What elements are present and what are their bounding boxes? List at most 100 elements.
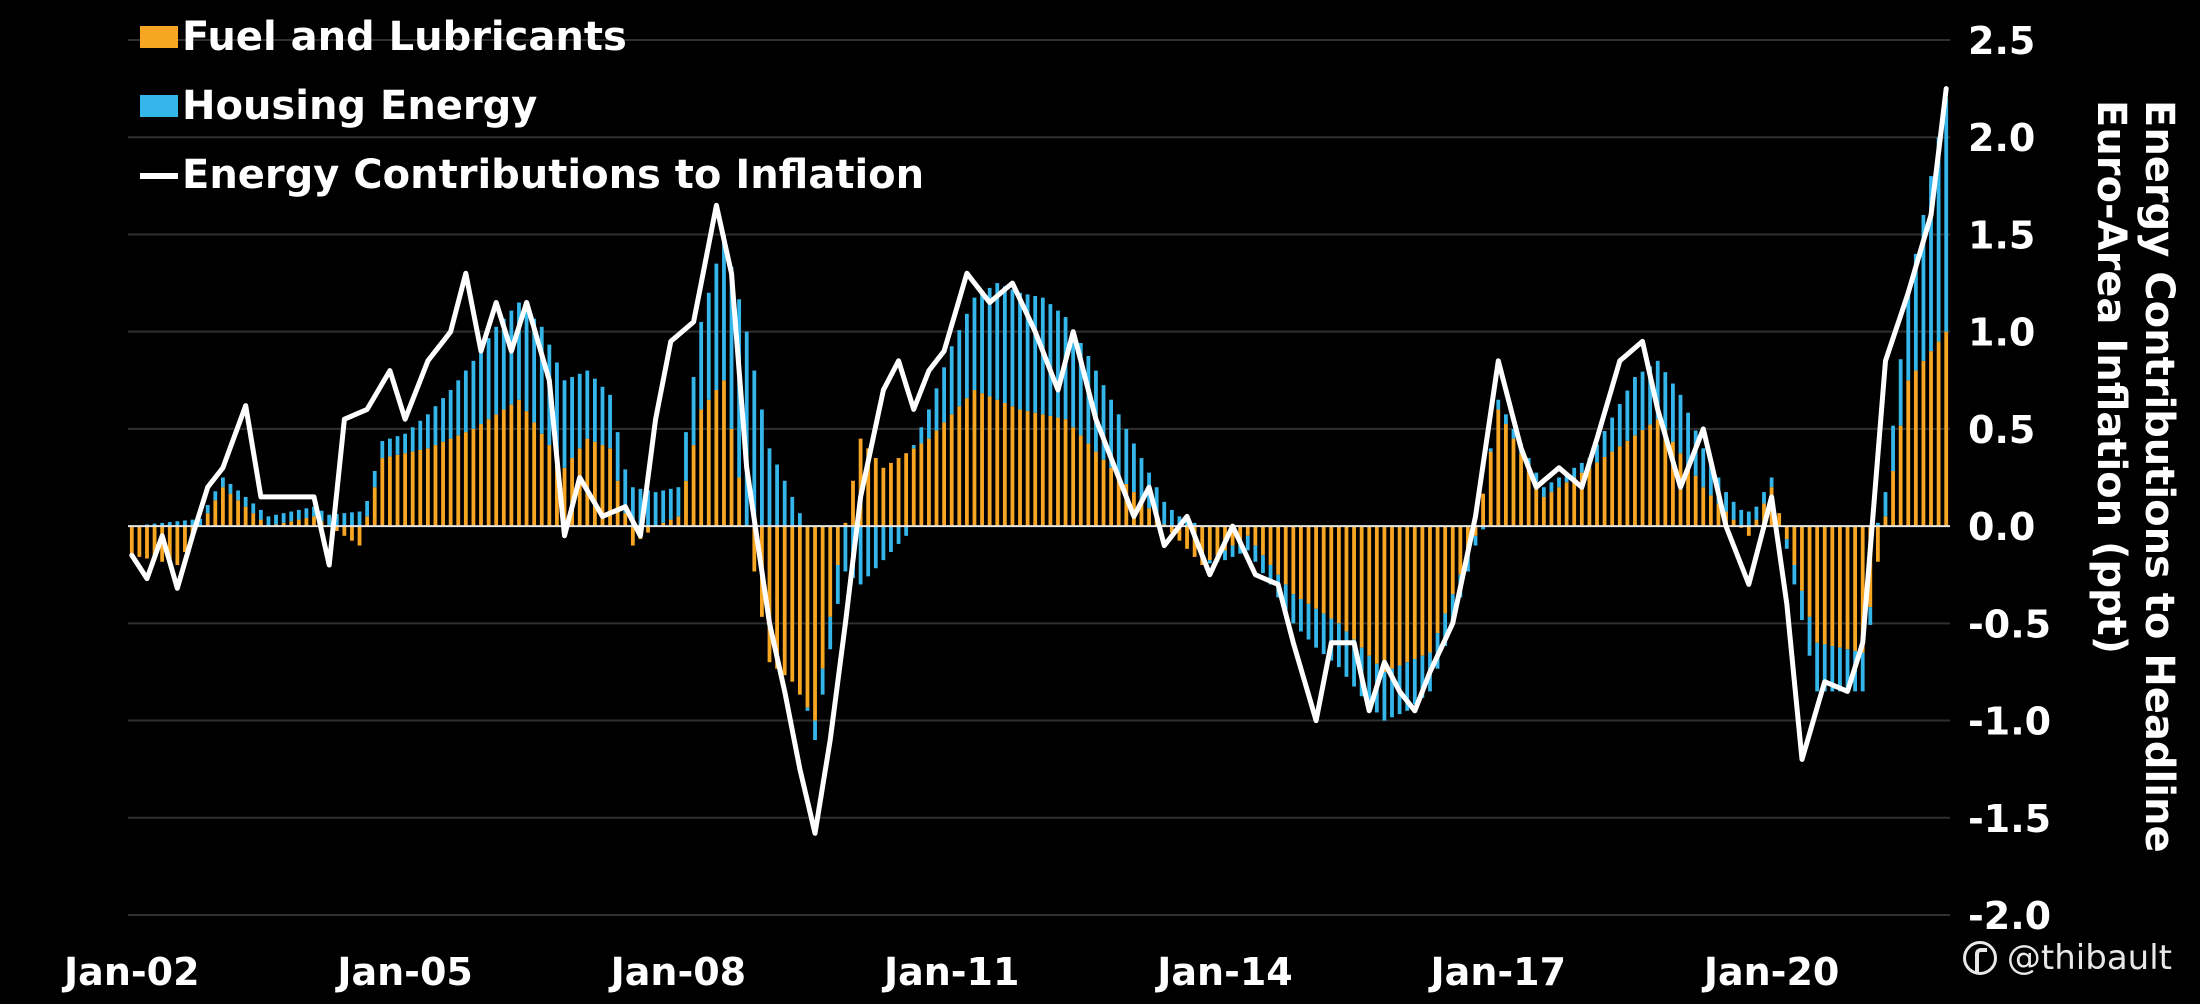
bar-fuel-and-lubricants [1519,453,1523,527]
bar-housing-energy [623,469,628,514]
bar-housing-energy [1162,501,1167,525]
bar-fuel-and-lubricants [312,516,316,527]
bar-fuel-and-lubricants [957,406,962,527]
bar-fuel-and-lubricants [1367,526,1372,656]
bar-housing-energy [1739,509,1744,527]
bar-housing-energy [365,501,370,517]
bar-fuel-and-lubricants [1762,503,1766,527]
bar-housing-energy [813,720,817,740]
bar-fuel-and-lubricants [995,399,1000,527]
bar-fuel-and-lubricants [1177,526,1182,541]
bar-housing-energy [752,370,757,527]
y-axis-title-line: Energy Contributions to Headline [2136,100,2182,853]
bar-fuel-and-lubricants [934,430,939,527]
bar-housing-energy [1002,286,1007,403]
bar-fuel-and-lubricants [729,428,734,527]
bar-housing-energy [585,370,590,439]
bar-housing-energy [1056,310,1060,418]
bar-housing-energy [425,414,430,449]
bar-fuel-and-lubricants [775,526,779,669]
bar-fuel-and-lubricants [942,422,947,527]
bar-housing-energy [608,394,612,449]
bar-housing-energy [1640,371,1645,430]
bar-fuel-and-lubricants [608,448,612,527]
bar-housing-energy [160,522,165,527]
bar-housing-energy [388,438,392,457]
bar-housing-energy [1192,522,1197,527]
bar-housing-energy [1845,649,1850,692]
bar-housing-energy [1807,616,1812,656]
bar-fuel-and-lubricants [1147,508,1151,527]
bar-housing-energy [1116,414,1121,476]
legend-swatch [140,95,178,117]
bar-housing-energy [1481,526,1486,530]
bar-housing-energy [972,297,977,390]
bar-fuel-and-lubricants [167,526,172,564]
bar-housing-energy [509,310,514,405]
bar-housing-energy [1663,372,1668,431]
bar-fuel-and-lubricants [911,448,916,527]
bar-fuel-and-lubricants [1450,526,1455,595]
bar-housing-energy [1602,431,1607,457]
bar-housing-energy [1800,590,1804,621]
bar-fuel-and-lubricants [1853,526,1858,651]
bar-fuel-and-lubricants [501,409,506,527]
y-tick-label: -1.0 [1968,700,2051,744]
bar-fuel-and-lubricants [1139,500,1144,527]
bar-fuel-and-lubricants [1936,341,1941,527]
y-tick-label: 0.0 [1968,505,2035,549]
bar-fuel-and-lubricants [919,443,924,527]
bar-fuel-and-lubricants [1564,482,1569,527]
bar-fuel-and-lubricants [949,414,954,527]
bar-fuel-and-lubricants [236,500,240,527]
bar-housing-energy [213,491,218,501]
bar-housing-energy [797,513,802,527]
bar-housing-energy [646,490,650,527]
bar-fuel-and-lubricants [1496,409,1501,527]
bar-fuel-and-lubricants [1655,419,1660,527]
bar-housing-energy [919,427,924,444]
bar-housing-energy [251,503,256,514]
bar-fuel-and-lubricants [668,519,673,527]
bar-fuel-and-lubricants [304,518,309,527]
bar-housing-energy [1382,671,1387,721]
bar-housing-energy [1314,608,1318,648]
bar-fuel-and-lubricants [858,438,863,527]
watermark-text: @thibault [2006,938,2172,978]
bar-housing-energy [729,266,734,429]
bar-fuel-and-lubricants [1838,526,1842,648]
bar-housing-energy [1913,253,1918,371]
bar-fuel-and-lubricants [1329,526,1334,619]
bar-housing-energy [896,526,901,544]
bar-housing-energy [471,360,476,429]
bar-housing-energy [494,326,499,415]
bar-housing-energy [1792,565,1797,585]
bar-fuel-and-lubricants [221,487,225,527]
bar-fuel-and-lubricants [1906,380,1911,527]
bar-fuel-and-lubricants [1913,370,1918,527]
bar-fuel-and-lubricants [1648,424,1653,527]
x-tick-label: Jan-14 [1154,950,1293,994]
bar-fuel-and-lubricants [1116,475,1121,527]
bar-housing-energy [706,292,711,400]
bar-fuel-and-lubricants [1625,440,1630,527]
bar-housing-energy [1762,492,1766,504]
bar-fuel-and-lubricants [175,526,180,565]
bar-housing-energy [334,513,339,527]
bar-housing-energy [281,513,286,523]
bar-housing-energy [934,388,939,431]
y-tick-label: -1.5 [1968,797,2051,841]
bar-housing-energy [1261,555,1265,574]
bar-fuel-and-lubricants [1238,526,1243,541]
bar-fuel-and-lubricants [479,424,483,527]
bar-housing-energy [1223,550,1227,561]
bar-housing-energy [517,302,521,400]
bar-fuel-and-lubricants [1314,526,1318,609]
y-tick-label: -2.0 [1968,894,2051,938]
bar-housing-energy [1830,646,1835,692]
bar-housing-energy [1025,294,1030,412]
bar-fuel-and-lubricants [365,516,370,527]
bar-housing-energy [1078,343,1083,436]
bar-fuel-and-lubricants [1253,526,1258,546]
bar-fuel-and-lubricants [1830,526,1835,647]
